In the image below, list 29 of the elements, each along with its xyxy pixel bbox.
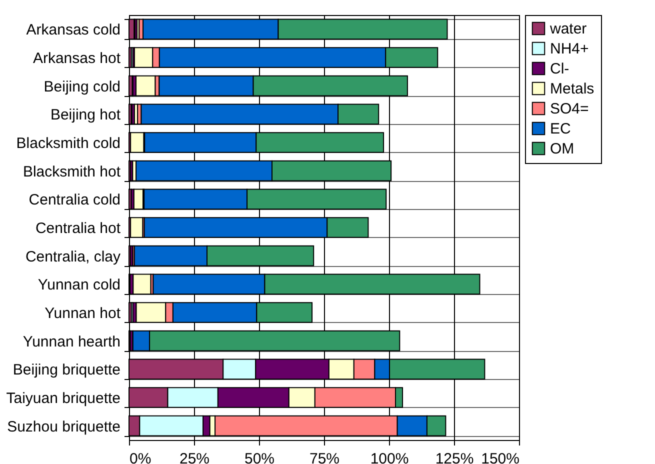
legend-label: water — [549, 20, 587, 38]
y-tick-label: Yunnan hearth — [22, 333, 120, 350]
legend-label: EC — [550, 120, 572, 138]
y-tick-label: Centralia cold — [28, 192, 120, 209]
legend-label: Metals — [550, 80, 594, 98]
x-tick-label: 25% — [179, 450, 210, 464]
legend-label: NH4+ — [550, 40, 590, 58]
legend-label: OM — [550, 140, 574, 158]
x-tick-label: 50% — [244, 450, 275, 464]
y-tick-label: Suzhou briquette — [7, 418, 120, 436]
y-tick-label: Beijing cold — [44, 78, 120, 96]
x-tick-label: 100% — [370, 450, 409, 464]
y-tick-label: Yunnan hot — [44, 305, 122, 322]
x-tick-label: 150% — [481, 450, 520, 464]
x-tick-label: 125% — [435, 450, 474, 464]
y-tick-label: Taiyuan briquette — [6, 390, 120, 407]
y-tick-label: Yunnan cold — [38, 276, 120, 294]
x-tick-label: 75% — [309, 450, 340, 464]
y-tick-label: Centralia, clay — [25, 248, 121, 266]
y-tick-label: Blacksmith cold — [16, 135, 120, 152]
x-tick-label: 0% — [130, 450, 152, 464]
y-tick-label: Blacksmith hot — [22, 163, 122, 180]
legend-label: Cl- — [550, 60, 570, 78]
legend-label: SO4= — [550, 100, 590, 118]
y-tick-label: Arkansas hot — [32, 50, 122, 67]
y-tick-label: Arkansas cold — [26, 22, 120, 39]
y-tick-label: Beijing hot — [50, 106, 122, 124]
y-tick-label: Beijing briquette — [12, 362, 120, 379]
y-tick-label: Centralia hot — [35, 220, 122, 237]
